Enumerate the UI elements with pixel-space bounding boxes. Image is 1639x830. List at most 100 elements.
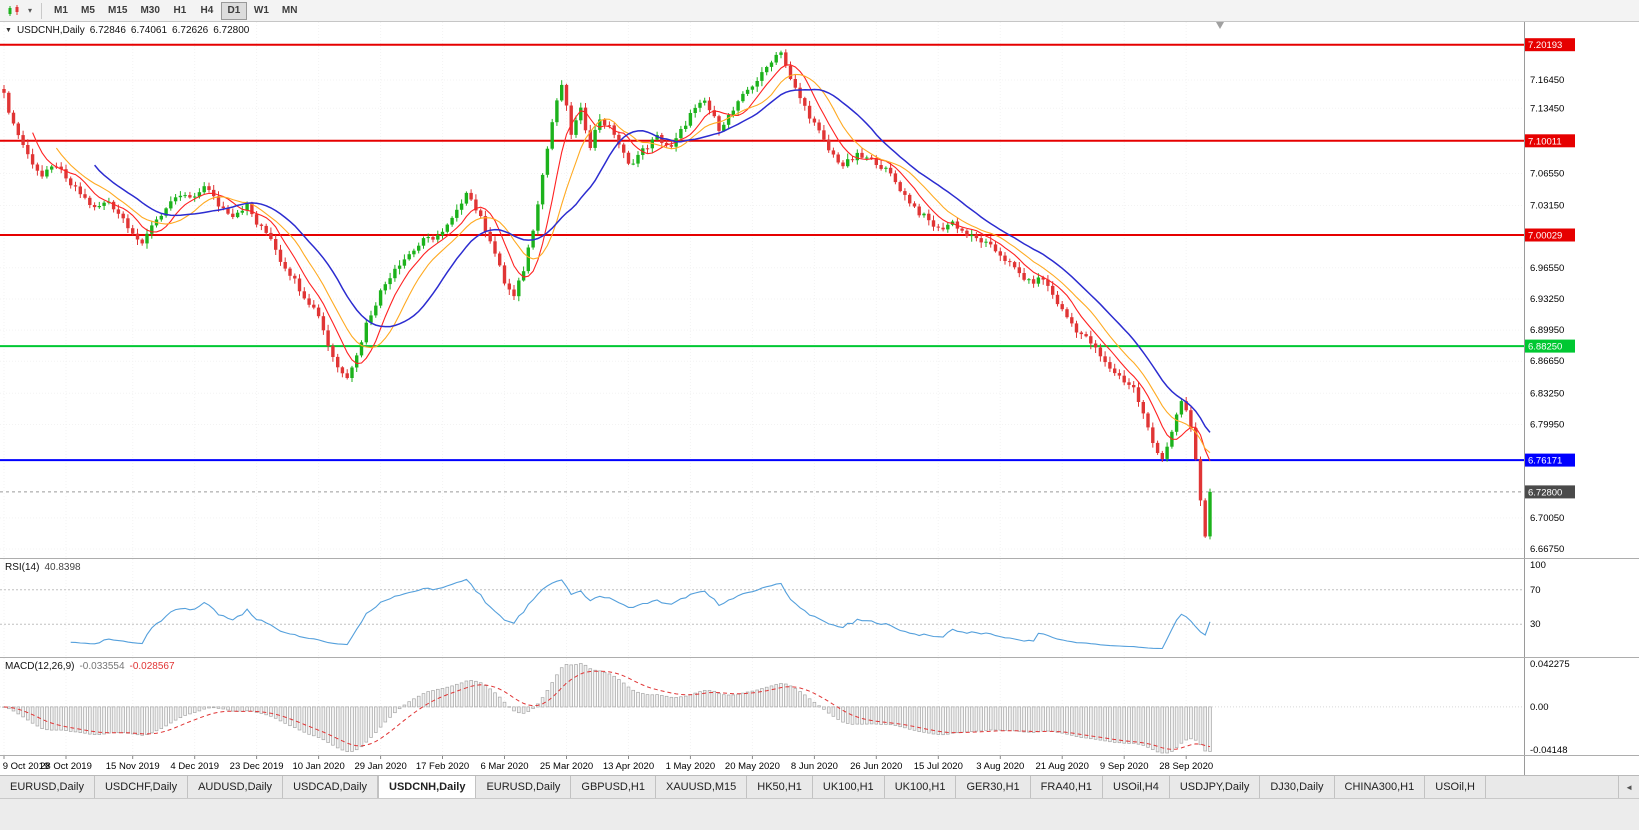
candle-up <box>407 254 411 260</box>
main-chart-canvas[interactable]: 7.16450 7.13450 7.06550 7.03150 6.96550 6.932… <box>0 22 1639 558</box>
candle-down <box>226 208 230 214</box>
candle-down <box>69 178 73 186</box>
candle-down <box>121 213 125 219</box>
timeframe-button-m30[interactable]: M30 <box>134 2 165 20</box>
candle-down <box>283 262 287 269</box>
price-axis-label: 7.16450 <box>1530 75 1564 86</box>
date-axis[interactable]: 9 Oct 2019 28 Oct 2019 15 Nov 2019 4 Dec 20… <box>0 755 1639 775</box>
price-badge-label: 7.10011 <box>1528 136 1562 147</box>
candle-down <box>841 162 845 167</box>
chart-tab-xauusd-m15[interactable]: XAUUSD,M15 <box>655 776 748 798</box>
timeframe-button-mn[interactable]: MN <box>276 2 304 20</box>
candle-down <box>474 199 478 211</box>
chart-tab-hk50-h1[interactable]: HK50,H1 <box>747 776 813 798</box>
chart-tab-dj30-daily[interactable]: DJ30,Daily <box>1260 776 1335 798</box>
chart-tab-usdcad-daily[interactable]: USDCAD,Daily <box>283 776 379 798</box>
candle-down <box>221 206 225 209</box>
date-axis-label: 25 Mar 2020 <box>540 761 593 772</box>
chart-tab-gbpusd-h1[interactable]: GBPUSD,H1 <box>571 776 656 798</box>
candle-down <box>927 213 931 221</box>
candle-down <box>664 142 669 146</box>
candle-down <box>1155 442 1160 453</box>
date-axis-label: 10 Jan 2020 <box>292 761 344 772</box>
candle-down <box>798 87 802 99</box>
candle-up <box>779 52 783 55</box>
candle-down <box>1031 279 1036 284</box>
candle-up <box>97 206 101 208</box>
candle-up <box>774 54 778 63</box>
timeframe-button-m15[interactable]: M15 <box>102 2 133 20</box>
chart-type-dropdown-icon[interactable]: ▾ <box>27 6 32 15</box>
chart-type-icon[interactable] <box>4 2 24 20</box>
chart-tab-fra40-h1[interactable]: FRA40,H1 <box>1030 776 1104 798</box>
timeframe-button-m5[interactable]: M5 <box>75 2 101 20</box>
candle-down <box>1151 427 1155 443</box>
timeframe-button-h1[interactable]: H1 <box>167 2 193 20</box>
chart-tab-eurusd-daily[interactable]: EURUSD,Daily <box>0 776 95 798</box>
date-axis-label: 20 May 2020 <box>725 761 780 772</box>
date-axis-label: 4 Dec 2019 <box>170 761 219 772</box>
candle-down <box>131 228 135 234</box>
candle-up <box>679 129 683 139</box>
candle-down <box>898 182 902 192</box>
candle-down <box>88 197 92 205</box>
candle-down <box>78 186 82 195</box>
candle-down <box>784 52 788 66</box>
macd-axis-label: -0.04148 <box>1530 745 1568 755</box>
chart-tab-usoil-h[interactable]: USOil,H <box>1425 776 1486 798</box>
chart-tab-uk100-h1[interactable]: UK100,H1 <box>884 776 957 798</box>
timeframe-button-d1[interactable]: D1 <box>220 1 247 20</box>
candle-down <box>827 139 831 151</box>
macd-canvas[interactable]: 0.042275 0.00 -0.04148 <box>0 658 1639 755</box>
candle-down <box>1103 356 1107 363</box>
candle-up <box>350 367 354 378</box>
candle-up <box>698 102 702 108</box>
chart-tab-audusd-daily[interactable]: AUDUSD,Daily <box>188 776 284 798</box>
candle-down <box>1065 309 1069 318</box>
chart-shift-marker[interactable] <box>1216 22 1224 29</box>
chart-tab-uk100-h1[interactable]: UK100,H1 <box>812 776 885 798</box>
chart-tab-ger30-h1[interactable]: GER30,H1 <box>956 776 1031 798</box>
timeframe-button-m1[interactable]: M1 <box>48 2 74 20</box>
price-axis-label: 6.70050 <box>1530 513 1564 524</box>
candle-down <box>1003 255 1007 261</box>
candle-up <box>688 113 693 126</box>
candle-up <box>359 342 364 356</box>
candle-down <box>488 231 492 242</box>
candle-up <box>464 192 469 204</box>
timeframe-button-group: M1 M5 M15 M30 H1 H4 D1 W1 MN <box>48 1 304 20</box>
tab-scroll-left-button[interactable]: ◄ <box>1618 776 1639 798</box>
candle-up <box>726 115 731 125</box>
candle-up <box>235 212 240 218</box>
candle-down <box>316 307 321 317</box>
candle-down <box>140 239 144 244</box>
chart-tab-usdcnh-daily[interactable]: USDCNH,Daily <box>378 776 477 798</box>
candle-up <box>150 225 154 234</box>
candle-down <box>669 145 674 147</box>
candle-up <box>755 81 759 87</box>
candle-down <box>960 228 964 231</box>
price-badge-label: 6.72800 <box>1528 487 1562 498</box>
candle-up <box>240 210 244 213</box>
candle-up <box>412 250 416 255</box>
candle-up <box>450 217 454 225</box>
candle-up <box>169 201 173 209</box>
chart-tab-usoil-h4[interactable]: USOil,H4 <box>1103 776 1170 798</box>
candle-down <box>1146 413 1150 428</box>
price-axis-label: 6.93250 <box>1530 294 1564 305</box>
chart-tab-eurusd-daily[interactable]: EURUSD,Daily <box>476 776 572 798</box>
candle-down <box>59 166 63 170</box>
chart-tab-china300-h1[interactable]: CHINA300,H1 <box>1334 776 1426 798</box>
candle-down <box>1203 500 1207 537</box>
candle-down <box>1060 304 1064 310</box>
chart-tab-usdchf-daily[interactable]: USDCHF,Daily <box>94 776 189 798</box>
candle-down <box>869 157 874 159</box>
chart-tab-usdjpy-daily[interactable]: USDJPY,Daily <box>1169 776 1261 798</box>
candle-down <box>512 289 516 297</box>
timeframe-button-h4[interactable]: H4 <box>194 2 220 20</box>
timeframe-button-w1[interactable]: W1 <box>248 2 275 20</box>
rsi-canvas[interactable]: 100 70 30 <box>0 559 1639 657</box>
candle-up <box>202 186 206 193</box>
